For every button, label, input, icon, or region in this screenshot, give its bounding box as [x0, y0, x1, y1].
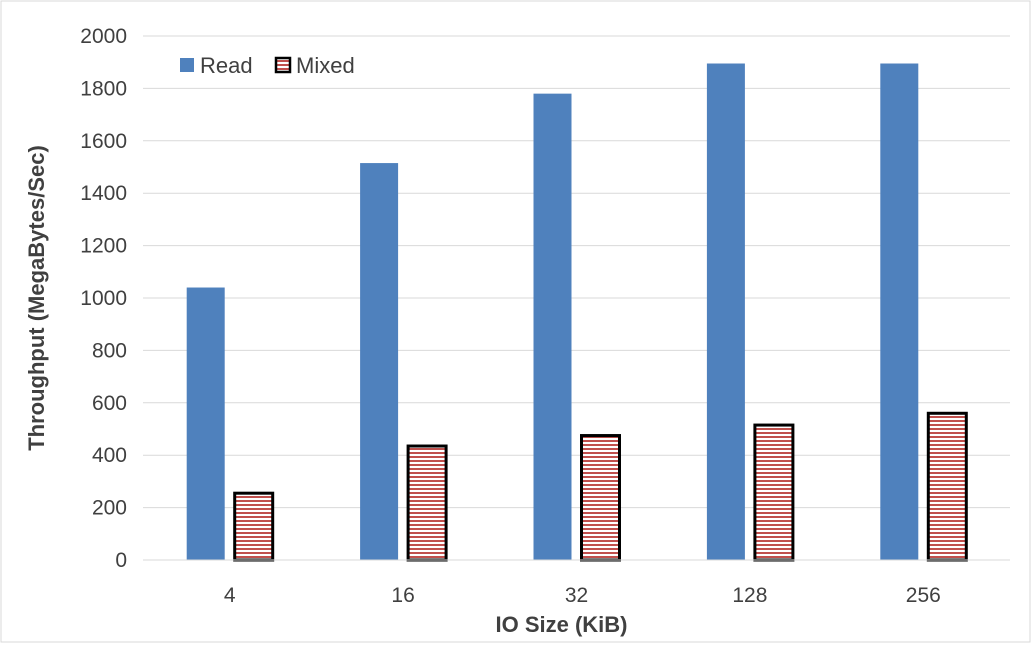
bar-mixed-4 [233, 491, 275, 562]
bar-read-4 [186, 287, 225, 560]
bar-read-16 [360, 163, 399, 560]
y-axis-title: Throughput (MegaBytes/Sec) [24, 145, 49, 451]
x-tick-label: 128 [732, 584, 767, 607]
y-tick-label: 1400 [80, 182, 127, 205]
legend-swatch-mixed [274, 56, 292, 74]
x-tick-label: 256 [906, 584, 941, 607]
x-tick-label: 4 [224, 584, 236, 607]
x-axis-title: IO Size (KiB) [495, 612, 627, 637]
grid [143, 35, 1010, 509]
x-tick-label: 16 [391, 584, 414, 607]
bar-mixed-32 [580, 434, 621, 562]
y-tick-label: 1000 [80, 287, 127, 310]
bar-mixed-16 [406, 444, 448, 562]
y-tick-labels: 0 200 400 600 800 1000 1200 1400 1600 1800 2000 [80, 25, 127, 572]
legend-label-read: Read [200, 53, 253, 78]
y-tick-label: 2000 [80, 25, 127, 48]
bar-read-256 [880, 63, 919, 560]
y-tick-label: 600 [92, 392, 127, 415]
legend-label-mixed: Mixed [296, 53, 355, 78]
y-tick-label: 800 [92, 339, 127, 362]
y-tick-label: 1600 [80, 130, 127, 153]
legend-swatch-read [180, 58, 194, 72]
bar-read-32 [533, 93, 572, 560]
x-tick-label: 32 [565, 584, 588, 607]
bar-mixed-128 [753, 423, 795, 562]
bar-read-128 [706, 63, 745, 560]
bars [186, 63, 968, 562]
x-tick-labels: 4 16 32 128 256 [224, 584, 941, 607]
legend: Read Mixed [180, 53, 355, 78]
y-tick-label: 1200 [80, 235, 127, 258]
y-tick-label: 0 [115, 549, 127, 572]
bar-mixed-256 [926, 411, 968, 562]
y-tick-label: 1800 [80, 77, 127, 100]
y-tick-label: 200 [92, 497, 127, 520]
y-tick-label: 400 [92, 444, 127, 467]
